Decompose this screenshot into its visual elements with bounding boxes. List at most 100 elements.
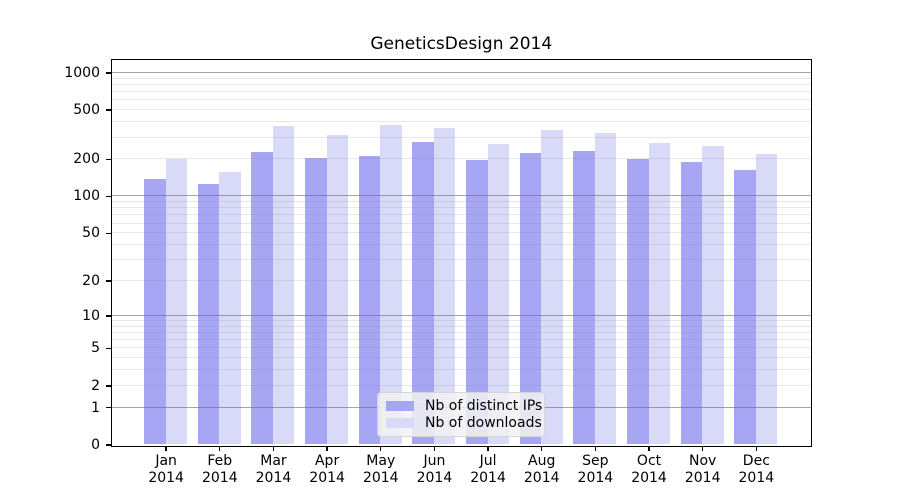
x-tick-label: Jul 2014 bbox=[470, 453, 506, 486]
y-tick-label: 1000 bbox=[64, 64, 100, 81]
gridline-3 bbox=[112, 369, 811, 371]
x-tick-mark bbox=[380, 446, 382, 451]
gridline-100 bbox=[112, 195, 811, 197]
bars-layer bbox=[112, 60, 811, 446]
bar-downloads-jun bbox=[433, 127, 456, 445]
x-tick-mark bbox=[219, 446, 221, 451]
gridline-300 bbox=[112, 136, 811, 138]
bar-distinct-ips-nov bbox=[680, 161, 703, 445]
y-tick-label: 100 bbox=[73, 188, 100, 205]
y-tick-mark bbox=[106, 232, 111, 234]
x-tick-label: Feb 2014 bbox=[201, 453, 238, 486]
bar-downloads-sep bbox=[594, 133, 617, 445]
gridline-400 bbox=[112, 121, 811, 123]
legend: Nb of distinct IPs Nb of downloads bbox=[377, 392, 545, 437]
bar-distinct-ips-aug bbox=[519, 153, 542, 445]
gridline-20 bbox=[112, 280, 811, 281]
x-tick-label: Dec 2014 bbox=[738, 453, 775, 486]
x-tick-mark bbox=[541, 446, 543, 451]
x-tick-label: Aug 2014 bbox=[523, 453, 560, 486]
y-tick-mark bbox=[106, 347, 111, 350]
gridline-7 bbox=[112, 331, 811, 333]
x-tick-label: Oct 2014 bbox=[631, 453, 667, 486]
y-tick-label: 1 bbox=[91, 399, 100, 416]
bar-distinct-ips-jul bbox=[466, 159, 488, 445]
x-tick-label: Sep 2014 bbox=[577, 453, 614, 486]
x-tick-label: May 2014 bbox=[362, 453, 399, 486]
plot-area bbox=[111, 58, 812, 447]
gridline-900 bbox=[112, 77, 811, 79]
bar-distinct-ips-jan bbox=[144, 178, 166, 445]
y-tick-mark bbox=[106, 280, 111, 282]
y-tick-label: 500 bbox=[73, 102, 100, 119]
gridline-10 bbox=[112, 314, 811, 316]
gridline-80 bbox=[112, 207, 811, 209]
x-tick-mark bbox=[594, 446, 597, 451]
x-tick-label: Mar 2014 bbox=[255, 453, 292, 486]
gridline-40 bbox=[112, 243, 811, 245]
gridline-50 bbox=[112, 232, 811, 234]
legend-item-downloads: Nb of downloads bbox=[386, 415, 542, 432]
legend-swatch-downloads bbox=[386, 417, 414, 428]
gridline-30 bbox=[112, 259, 811, 261]
bar-distinct-ips-feb bbox=[197, 183, 220, 445]
bar-downloads-feb bbox=[219, 172, 241, 445]
gridline-800 bbox=[112, 83, 811, 85]
x-tick-mark bbox=[165, 446, 167, 451]
y-tick-label: 200 bbox=[73, 151, 100, 168]
y-tick-mark bbox=[106, 195, 111, 198]
y-tick-label: 20 bbox=[82, 273, 100, 289]
gridline-90 bbox=[112, 201, 811, 203]
y-tick-label: 5 bbox=[91, 340, 100, 357]
gridline-4 bbox=[112, 357, 811, 359]
gridline-6 bbox=[112, 339, 811, 341]
y-tick-label: 10 bbox=[82, 307, 100, 324]
bar-downloads-jan bbox=[165, 159, 188, 445]
grid-layer bbox=[112, 60, 811, 446]
gridline-8 bbox=[112, 325, 811, 327]
y-tick-label: 50 bbox=[82, 225, 100, 242]
bar-distinct-ips-mar bbox=[251, 152, 273, 445]
y-tick-label: 0 bbox=[91, 437, 100, 453]
gridline-2 bbox=[112, 384, 811, 386]
gridline-700 bbox=[112, 91, 811, 93]
x-tick-label: Jun 2014 bbox=[416, 453, 453, 486]
x-tick-label: Jan 2014 bbox=[148, 453, 184, 486]
bar-downloads-dec bbox=[755, 154, 778, 445]
y-tick-mark bbox=[106, 72, 111, 74]
x-tick-label: Apr 2014 bbox=[309, 453, 345, 486]
bar-distinct-ips-jun bbox=[412, 141, 434, 445]
gridline-1000 bbox=[112, 71, 811, 73]
y-tick-mark bbox=[106, 158, 111, 161]
x-tick-mark bbox=[433, 446, 436, 451]
x-tick-mark bbox=[755, 446, 758, 451]
bar-distinct-ips-dec bbox=[734, 169, 756, 445]
bar-downloads-may bbox=[380, 124, 402, 445]
bar-downloads-aug bbox=[541, 129, 563, 445]
y-tick-mark bbox=[106, 406, 111, 409]
x-tick-mark bbox=[648, 446, 650, 451]
legend-swatch-distinct-ips bbox=[386, 401, 414, 412]
bar-distinct-ips-may bbox=[358, 156, 381, 445]
legend-item-distinct-ips: Nb of distinct IPs bbox=[386, 398, 542, 415]
bar-downloads-jul bbox=[487, 144, 510, 445]
bar-downloads-mar bbox=[272, 125, 295, 445]
bar-downloads-apr bbox=[326, 134, 349, 445]
gridline-200 bbox=[112, 158, 811, 160]
y-tick-mark bbox=[106, 315, 111, 317]
bar-distinct-ips-oct bbox=[627, 159, 649, 445]
bar-distinct-ips-apr bbox=[305, 157, 327, 445]
bar-downloads-nov bbox=[702, 145, 724, 445]
bar-downloads-oct bbox=[648, 143, 671, 445]
x-tick-mark bbox=[487, 446, 489, 451]
legend-label-downloads: Nb of downloads bbox=[425, 414, 542, 431]
y-tick-mark bbox=[106, 385, 111, 387]
gridline-600 bbox=[112, 99, 811, 101]
gridline-500 bbox=[112, 109, 811, 111]
y-tick-mark bbox=[106, 109, 111, 111]
chart-title: GeneticsDesign 2014 bbox=[370, 34, 553, 54]
x-tick-mark bbox=[701, 446, 704, 451]
y-tick-label: 2 bbox=[91, 377, 100, 394]
x-tick-label: Nov 2014 bbox=[684, 453, 721, 486]
